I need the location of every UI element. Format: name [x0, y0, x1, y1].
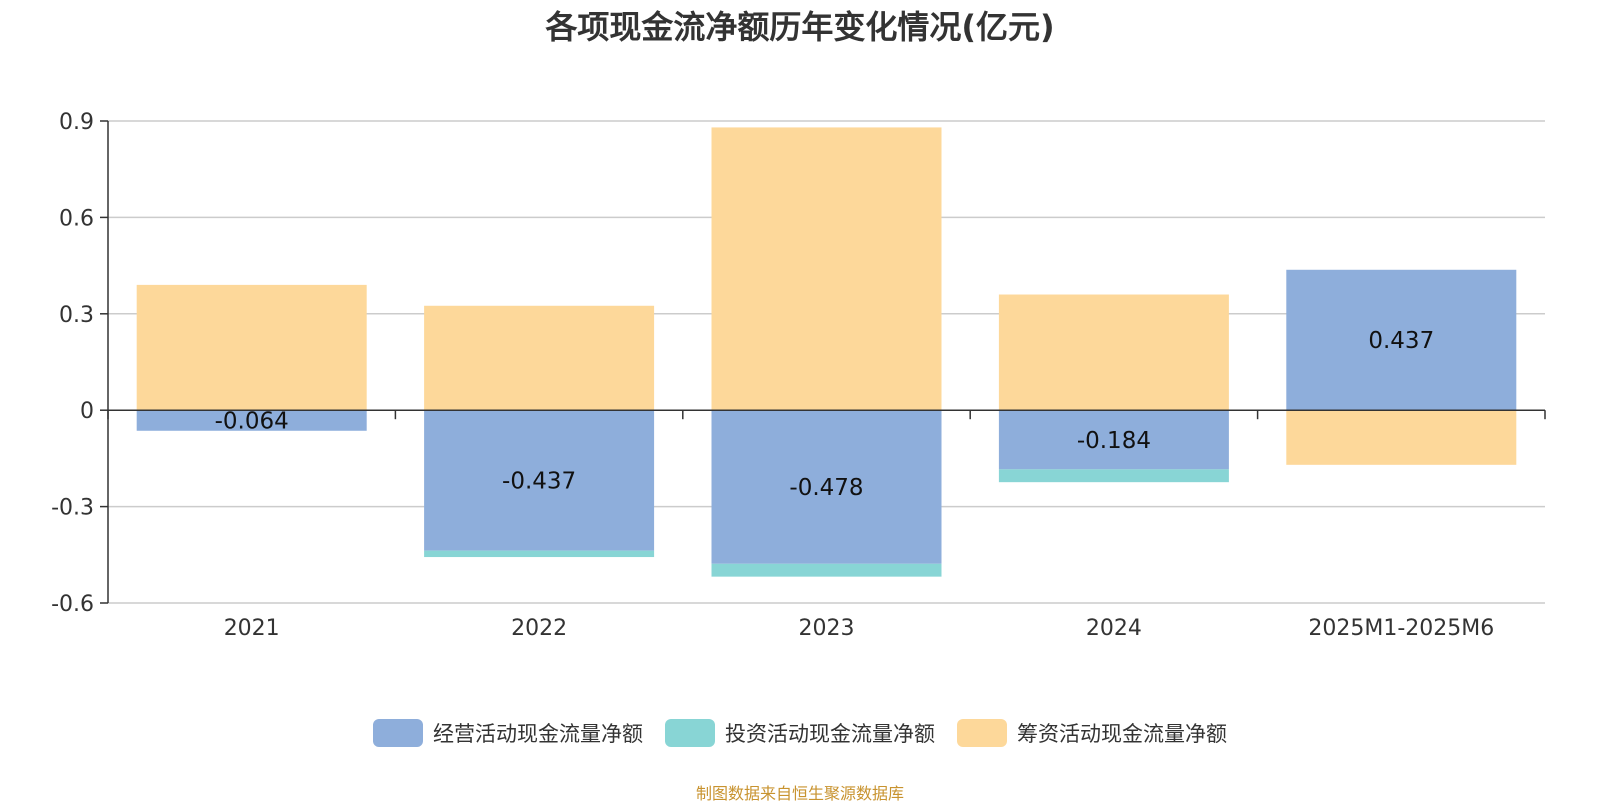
data-label: -0.184: [1077, 428, 1151, 454]
legend-item-operating[interactable]: 经营活动现金流量净额: [373, 718, 643, 748]
bar-segment: [424, 410, 655, 551]
bar-segment: [711, 127, 942, 411]
y-tick-label: 0.3: [59, 303, 94, 328]
legend: 经营活动现金流量净额 投资活动现金流量净额 筹资活动现金流量净额: [0, 718, 1600, 748]
data-label: -0.064: [215, 408, 289, 434]
bar-chart: -0.6 -0.3 0 0.3 0.6 0.9 2021 2022 2023 2024 2025M1…: [51, 110, 1546, 641]
bar-segment: [998, 469, 1229, 483]
x-tick-label: 2025M1-2025M6: [1308, 616, 1494, 641]
legend-label-operating: 经营活动现金流量净额: [433, 722, 643, 746]
y-tick-label: 0: [80, 399, 94, 424]
legend-item-investing[interactable]: 投资活动现金流量净额: [665, 718, 935, 748]
bar-segment: [998, 294, 1229, 411]
x-tick-label: 2022: [511, 616, 567, 641]
bar-segment: [711, 563, 942, 577]
legend-label-investing: 投资活动现金流量净额: [725, 722, 935, 746]
bar-segment: [424, 550, 655, 558]
bar-segment: [136, 284, 367, 411]
data-label: -0.478: [789, 475, 863, 501]
bar-segment: [711, 410, 942, 564]
bar-segment: [998, 410, 1229, 470]
y-tick-label: 0.6: [59, 206, 94, 231]
x-tick-label: 2021: [224, 616, 280, 641]
data-label: -0.437: [502, 468, 576, 494]
y-tick-label: -0.3: [51, 496, 94, 521]
y-tick-label: -0.6: [51, 592, 94, 617]
bar-segment: [136, 410, 367, 431]
legend-label-financing: 筹资活动现金流量净额: [1017, 722, 1227, 746]
bar-segment: [1286, 269, 1517, 411]
data-label: 0.437: [1368, 328, 1434, 354]
x-tick-label: 2023: [799, 616, 855, 641]
legend-item-financing[interactable]: 筹资活动现金流量净额: [957, 718, 1227, 748]
legend-swatch-investing: [665, 719, 715, 747]
legend-swatch-operating: [373, 719, 423, 747]
chart-title: 各项现金流净额历年变化情况(亿元): [545, 8, 1055, 46]
bar-segment: [424, 305, 655, 411]
bar-segment: [1286, 410, 1517, 465]
y-tick-label: 0.9: [59, 110, 94, 135]
legend-swatch-financing: [957, 719, 1007, 747]
source-note: 制图数据来自恒生聚源数据库: [695, 784, 904, 803]
x-tick-label: 2024: [1086, 616, 1142, 641]
